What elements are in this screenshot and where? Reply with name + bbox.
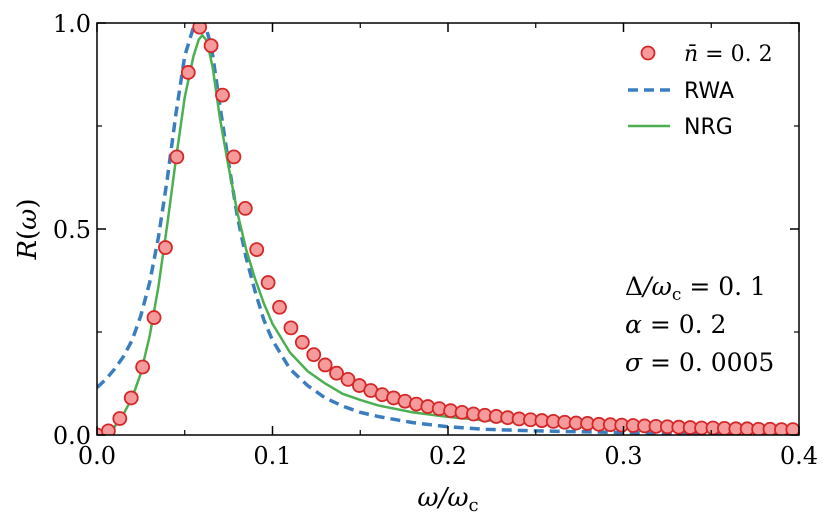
legend-label-rwa: RWA	[684, 79, 734, 104]
data-point-nbar	[340, 371, 356, 387]
data-point-nbar	[306, 347, 322, 363]
y-tick-label: 1.0	[53, 10, 91, 38]
x-axis-label: ω/ωc	[417, 483, 478, 516]
y-tick-label: 0.5	[53, 216, 91, 244]
y-axis-label: R(ω)	[13, 198, 43, 260]
svg-text:R(ω): R(ω)	[13, 198, 43, 260]
data-point-nbar	[146, 310, 162, 325]
annotation-alpha: α = 0. 2	[625, 310, 726, 339]
data-point-nbar	[785, 422, 799, 435]
data-point-nbar	[272, 299, 287, 315]
x-tick-label: 0.1	[253, 442, 291, 470]
series-layer	[97, 23, 799, 435]
data-point-nbar	[260, 275, 276, 290]
data-point-nbar	[226, 149, 242, 165]
data-point-nbar	[101, 423, 116, 435]
data-point-nbar	[158, 240, 173, 255]
series-line-rwa	[97, 23, 799, 435]
ticks-layer: 0.0 0.1 0.2 0.3 0.4 0.0 0.5 1.0	[53, 10, 818, 470]
data-point-nbar	[180, 65, 196, 80]
legend: n̄ = 0. 2 RWA NRG	[628, 42, 773, 140]
legend-marker-nbar	[640, 45, 656, 61]
data-point-nbar	[112, 411, 128, 426]
data-point-nbar	[283, 320, 299, 336]
svg-text:ω/ωc: ω/ωc	[417, 483, 478, 516]
data-point-nbar	[329, 365, 344, 381]
data-point-nbar	[192, 23, 208, 35]
data-point-nbar	[169, 149, 185, 165]
data-point-nbar	[249, 242, 265, 258]
data-point-nbar	[135, 359, 151, 375]
x-tick-label: 0.0	[78, 442, 116, 470]
parameter-annotations: Δ/ωc = 0. 1 α = 0. 2 σ = 0. 0005	[625, 272, 774, 377]
legend-item-nbar: n̄ = 0. 2	[640, 42, 773, 67]
data-point-nbar	[294, 334, 310, 350]
data-point-nbar	[215, 87, 230, 103]
data-point-nbar	[237, 200, 253, 216]
data-point-nbar	[203, 38, 219, 54]
x-tick-label: 0.2	[429, 442, 467, 470]
y-tick-label: 0.0	[53, 422, 91, 450]
annotation-delta: Δ/ωc = 0. 1	[625, 272, 766, 305]
legend-label-nbar: n̄ = 0. 2	[684, 42, 773, 67]
legend-item-rwa: RWA	[628, 79, 734, 104]
series-line-nrg	[97, 33, 799, 435]
data-point-nbar	[317, 357, 333, 373]
x-tick-label: 0.4	[780, 442, 818, 470]
x-tick-label: 0.3	[604, 442, 642, 470]
legend-item-nrg: NRG	[628, 115, 733, 140]
annotation-sigma: σ = 0. 0005	[625, 348, 774, 377]
data-point-nbar	[123, 390, 139, 406]
legend-label-nrg: NRG	[684, 115, 733, 140]
